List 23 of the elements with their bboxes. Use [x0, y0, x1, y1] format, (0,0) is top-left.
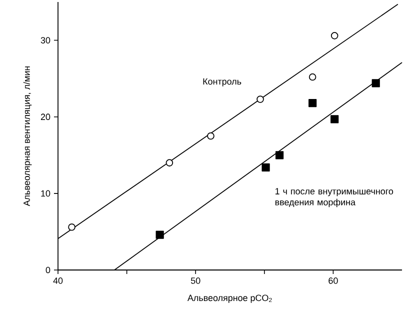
point — [372, 79, 380, 88]
point — [308, 99, 317, 108]
text: Контроль — [203, 78, 242, 86]
x-tick-label: 60 — [328, 278, 338, 284]
y-tick-label: 0 — [46, 266, 50, 274]
text: 1 ч после внутримышечного введения морфина — [275, 188, 394, 208]
y-tick-label: 20 — [40, 114, 50, 120]
point — [68, 223, 76, 231]
y-tick-label: 10 — [41, 190, 50, 197]
point — [166, 159, 174, 166]
point — [256, 96, 264, 103]
x-axis-title: Альвеолярное pCO$_{2}$ — [187, 294, 272, 303]
point — [275, 151, 284, 160]
y-axis-title: Альвеолярная вентиляция, л/мин — [23, 66, 32, 206]
x-tick-label: 50 — [190, 278, 200, 284]
point — [330, 115, 339, 124]
point — [330, 32, 338, 40]
point — [156, 230, 164, 239]
point — [308, 73, 316, 81]
x-tick-label: 40 — [53, 278, 63, 284]
y-tick-label: 30 — [40, 37, 50, 44]
point — [262, 163, 270, 172]
point — [207, 132, 214, 140]
